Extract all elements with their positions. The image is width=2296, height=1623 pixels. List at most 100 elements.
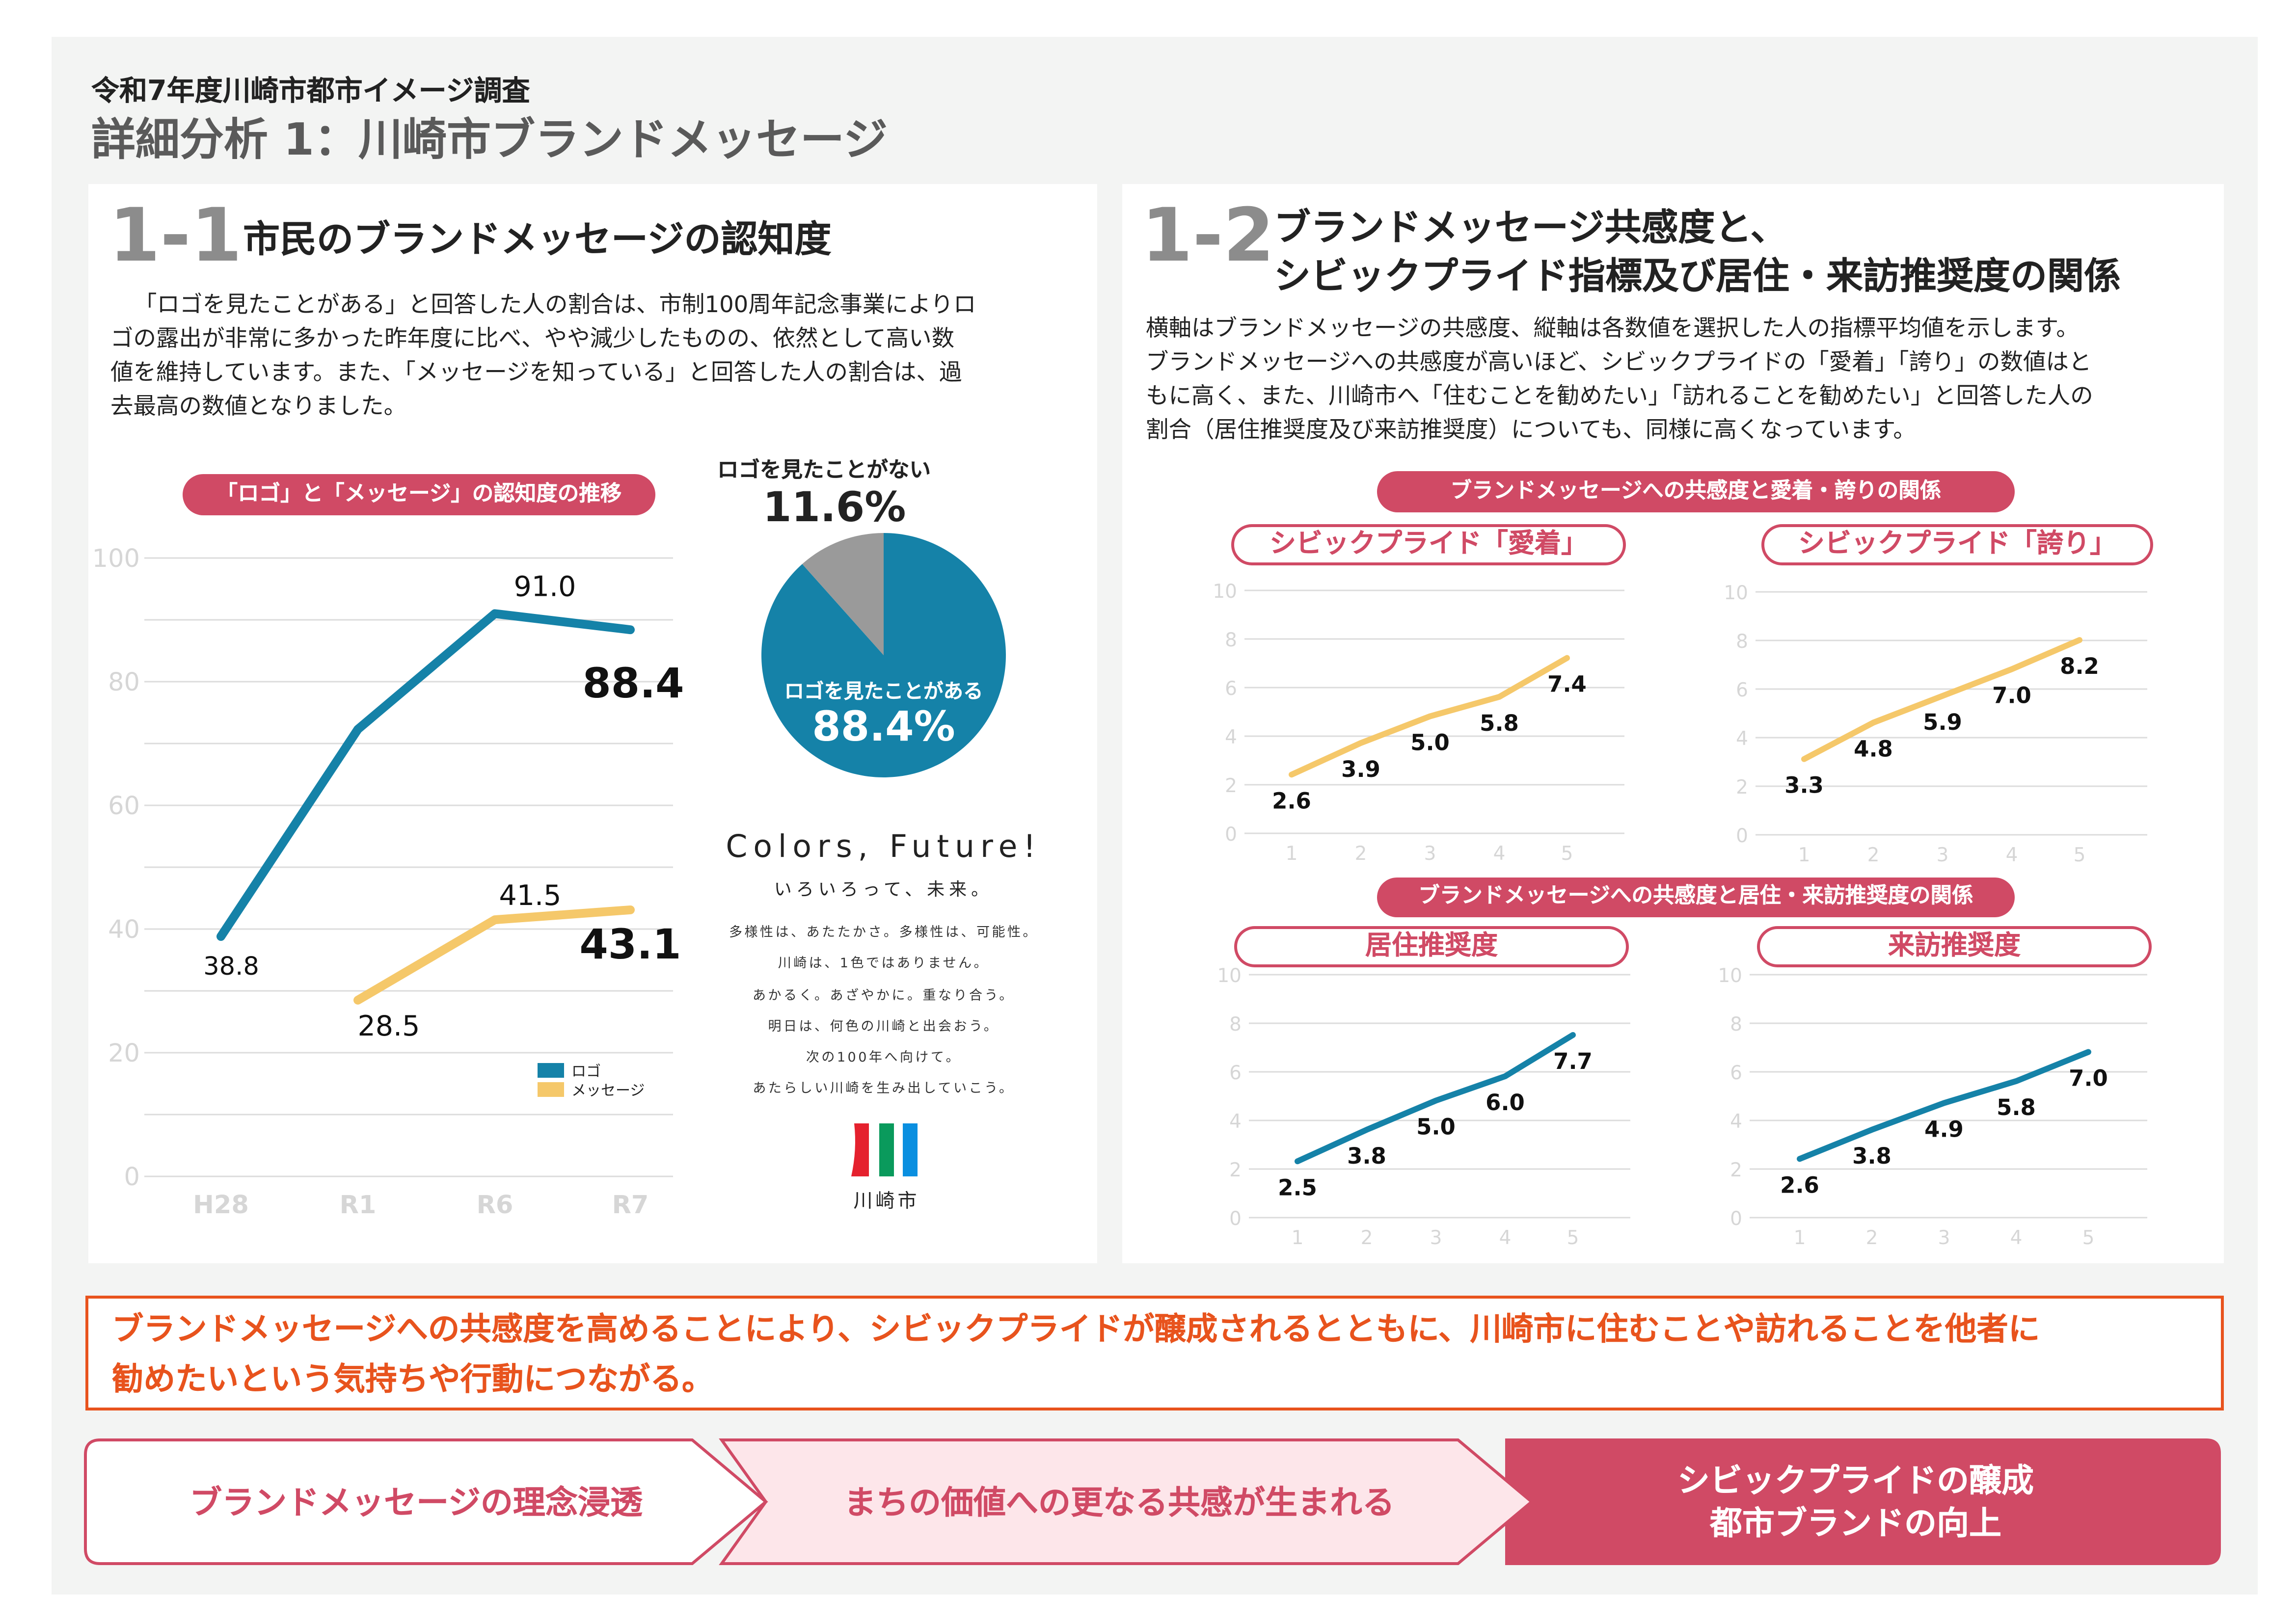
conclusion-line: ブランドメッセージへの共感度を高めることにより、シビックプライドが醸成されるとと… [112, 1312, 2040, 1349]
series-line-message [353, 905, 635, 1005]
pie-top-label: ロゴを見たことがない [717, 459, 931, 483]
series-line [1295, 1032, 1576, 1165]
y-tick-label: 20 [108, 1039, 140, 1068]
kawasaki-logo-text: 川崎市 [853, 1191, 920, 1213]
section-2-paragraph: 横軸はブランドメッセージの共感度、縦軸は各数値を選択した人の指標平均値を示します… [1146, 312, 2206, 448]
flow-step-1: ブランドメッセージの理念浸透 [189, 1485, 643, 1522]
legend-swatch [538, 1082, 564, 1097]
data-label: 7.0 [2069, 1065, 2108, 1091]
brand-slogan: Colors, Future! [726, 829, 1042, 864]
chart-title-pride: シビックプライド「誇り」 [1761, 524, 2153, 565]
data-label: 5.8 [1997, 1094, 2036, 1120]
y-tick-label: 6 [1225, 678, 1237, 700]
y-tick-label: 6 [1730, 1062, 1742, 1084]
data-label: 2.6 [1780, 1172, 1819, 1198]
data-label: 7.4 [1547, 671, 1587, 697]
brand-line: 多様性は、あたたかさ。多様性は、可能性。 [729, 926, 1038, 941]
section-1-paragraph: 「ロゴを見たことがある」と回答した人の割合は、市制100周年記念事業によりロ ゴ… [110, 289, 1082, 424]
y-tick-label: 100 [92, 544, 140, 573]
flow-step-3-line: シビックプライドの醸成 [1677, 1463, 2034, 1500]
paragraph-line: ブランドメッセージへの共感度が高いほど、シビックプライドの「愛着」「誇り」の数値… [1146, 349, 2092, 375]
pie-main-value: 88.4% [812, 702, 955, 751]
x-tick-label: 3 [1937, 844, 1949, 866]
data-label: 4.9 [1924, 1116, 1964, 1142]
brand-line: あたらしい川崎を生み出していこう。 [753, 1083, 1015, 1098]
flow-step-0-shape [84, 1438, 768, 1565]
page-title: 詳細分析 1：川崎市ブランドメッセージ [91, 115, 888, 166]
paragraph-line: 去最高の数値となりました。 [110, 393, 407, 420]
legend-swatch [538, 1063, 564, 1078]
y-tick-label: 4 [1225, 726, 1237, 748]
data-label: 3.3 [1784, 772, 1824, 798]
awareness-chart-title: 「ロゴ」と「メッセージ」の認知度の推移 [183, 474, 655, 515]
y-tick-label: 2 [1730, 1159, 1742, 1181]
flow-step-3-line: 都市ブランドの向上 [1709, 1506, 2001, 1543]
y-tick-label: 10 [1718, 965, 1742, 987]
x-tick-label: 5 [1561, 843, 1573, 865]
x-tick-label: 1 [1292, 1227, 1304, 1249]
x-tick-label: 2 [1867, 844, 1880, 866]
x-tick-label: 5 [2082, 1227, 2095, 1249]
y-tick-label: 4 [1730, 1111, 1742, 1133]
pie-slice [802, 533, 884, 655]
chart-title-visit: 来訪推奨度 [1757, 926, 2152, 967]
y-tick-label: 10 [1724, 582, 1748, 604]
y-tick-label: 40 [108, 915, 140, 944]
data-label: 7.0 [1992, 683, 2031, 709]
y-tick-label: 6 [1229, 1062, 1242, 1084]
data-label: 4.8 [1854, 736, 1893, 762]
section-2-panel [1122, 184, 2224, 1263]
data-label: 3.9 [1341, 756, 1380, 782]
section-2-title-line: シビックプライド指標及び居住・来訪推奨度の関係 [1274, 255, 2121, 297]
data-label: 5.8 [1480, 710, 1519, 736]
section-1-number: 1-1 [109, 193, 243, 278]
x-tick-label: 5 [1567, 1227, 1579, 1249]
y-tick-label: 0 [1736, 825, 1748, 847]
pie-top-value: 11.6% [763, 483, 906, 532]
pie-main-label: ロゴを見たことがある [784, 680, 983, 704]
data-label: 41.5 [499, 879, 562, 912]
series-line [1289, 655, 1570, 778]
section-2-title: ブランドメッセージ共感度と、 シビックプライド指標及び居住・来訪推奨度の関係 [1274, 203, 2121, 300]
y-tick-label: 0 [1225, 824, 1237, 846]
x-tick-label: 3 [1430, 1227, 1442, 1249]
data-label: 91.0 [514, 570, 576, 603]
group-2-label: ブランドメッセージへの共感度と居住・来訪推奨度の関係 [1377, 878, 2015, 917]
paragraph-line: もに高く、また、川崎市へ「住むことを勧めたい」「訪れることを勧めたい」と回答した… [1146, 383, 2093, 409]
y-tick-label: 10 [1217, 965, 1242, 987]
section-2-title-line: ブランドメッセージ共感度と、 [1274, 206, 1787, 249]
paragraph-line: 割合（居住推奨度及び来訪推奨度）についても、同様に高くなっています。 [1146, 417, 1916, 443]
x-tick-label: 1 [1798, 844, 1810, 866]
brand-subtitle: いろいろって、未来。 [774, 879, 994, 900]
brand-line: 明日は、何色の川崎と出会おう。 [768, 1020, 999, 1035]
x-tick-label: 3 [1424, 843, 1436, 865]
y-tick-label: 80 [108, 668, 140, 697]
x-tick-label: R6 [477, 1191, 513, 1220]
y-tick-label: 2 [1736, 776, 1748, 798]
y-tick-label: 0 [1730, 1208, 1742, 1230]
paragraph-line: 横軸はブランドメッセージの共感度、縦軸は各数値を選択した人の指標平均値を示します… [1146, 315, 2079, 342]
x-tick-label: 1 [1286, 843, 1298, 865]
x-tick-label: 2 [1866, 1227, 1878, 1249]
logo-awareness-pie-chart [761, 533, 1006, 777]
y-tick-label: 0 [124, 1163, 140, 1192]
data-label: 2.5 [1278, 1174, 1317, 1200]
flow-step-1-shape [1505, 1438, 2221, 1565]
paragraph-line: ゴの露出が非常に多かった昨年度に比べ、やや減少したものの、依然として高い数 [110, 325, 955, 352]
data-label: 5.0 [1416, 1114, 1456, 1140]
kawasaki-logo-mark [851, 1123, 918, 1176]
data-label: 5.9 [1923, 709, 1962, 735]
x-tick-label: 4 [1493, 843, 1506, 865]
legend-label: ロゴ [571, 1063, 601, 1080]
y-tick-label: 2 [1229, 1159, 1242, 1181]
awareness-line-chart: 0 20 40 60 80 100 H28 R1 R6 R7 38.8 91.0 88.4 28.5 41.… [92, 544, 684, 1220]
x-tick-label: 4 [1499, 1227, 1512, 1249]
data-label: 7.7 [1553, 1048, 1593, 1074]
x-tick-label: 5 [2074, 844, 2086, 866]
chart-title-residence: 居住推奨度 [1234, 926, 1629, 967]
x-tick-label: 2 [1355, 843, 1367, 865]
data-label: 6.0 [1486, 1090, 1525, 1116]
paragraph-line: 「ロゴを見たことがある」と回答した人の割合は、市制100周年記念事業によりロ [134, 292, 976, 318]
